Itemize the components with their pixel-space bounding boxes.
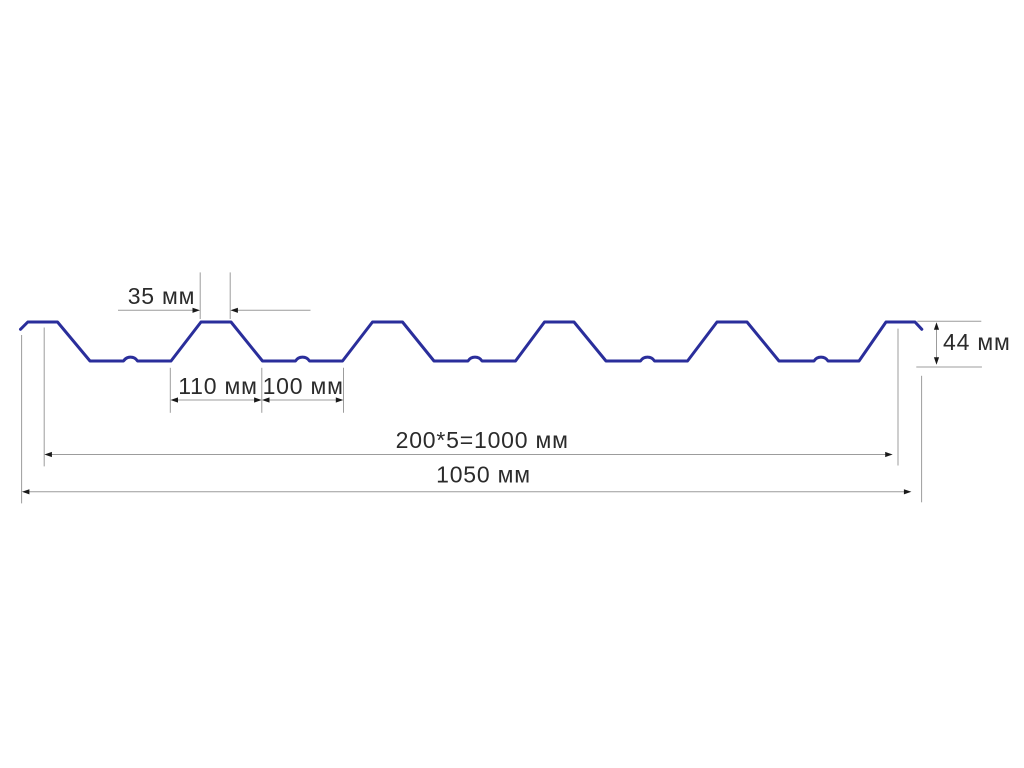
svg-text:100 мм: 100 мм	[263, 373, 344, 399]
svg-text:110 мм: 110 мм	[178, 373, 257, 399]
svg-text:35 мм: 35 мм	[128, 283, 196, 309]
svg-text:200*5=1000 мм: 200*5=1000 мм	[396, 427, 569, 453]
svg-text:44 мм: 44 мм	[943, 329, 1011, 355]
svg-text:1050 мм: 1050 мм	[436, 462, 531, 488]
